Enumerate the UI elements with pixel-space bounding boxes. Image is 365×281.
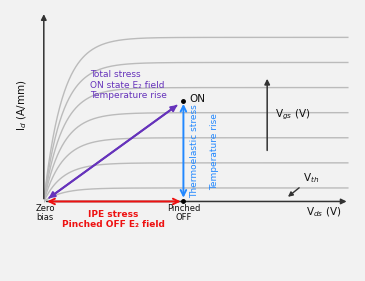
Text: Thermoelastic stress: Thermoelastic stress <box>190 105 199 198</box>
Text: V$_{gs}$ (V): V$_{gs}$ (V) <box>275 107 310 122</box>
Text: Zero: Zero <box>36 204 55 213</box>
Text: Total stress: Total stress <box>91 70 141 79</box>
Text: Temperature rise: Temperature rise <box>91 91 167 100</box>
Text: I$_{d}$ (A/mm): I$_{d}$ (A/mm) <box>15 79 29 131</box>
Text: Pinched OFF E₂ field: Pinched OFF E₂ field <box>62 220 165 229</box>
Text: V$_{th}$: V$_{th}$ <box>303 171 319 185</box>
Text: bias: bias <box>36 213 53 222</box>
Text: ON: ON <box>189 94 205 104</box>
Text: IPE stress: IPE stress <box>88 210 139 219</box>
Text: Pinched: Pinched <box>167 204 200 213</box>
Text: Temperature rise: Temperature rise <box>210 113 219 190</box>
Text: V$_{ds}$ (V): V$_{ds}$ (V) <box>306 205 342 219</box>
Text: OFF: OFF <box>175 213 192 222</box>
Text: ON state E₂ field: ON state E₂ field <box>91 81 165 90</box>
